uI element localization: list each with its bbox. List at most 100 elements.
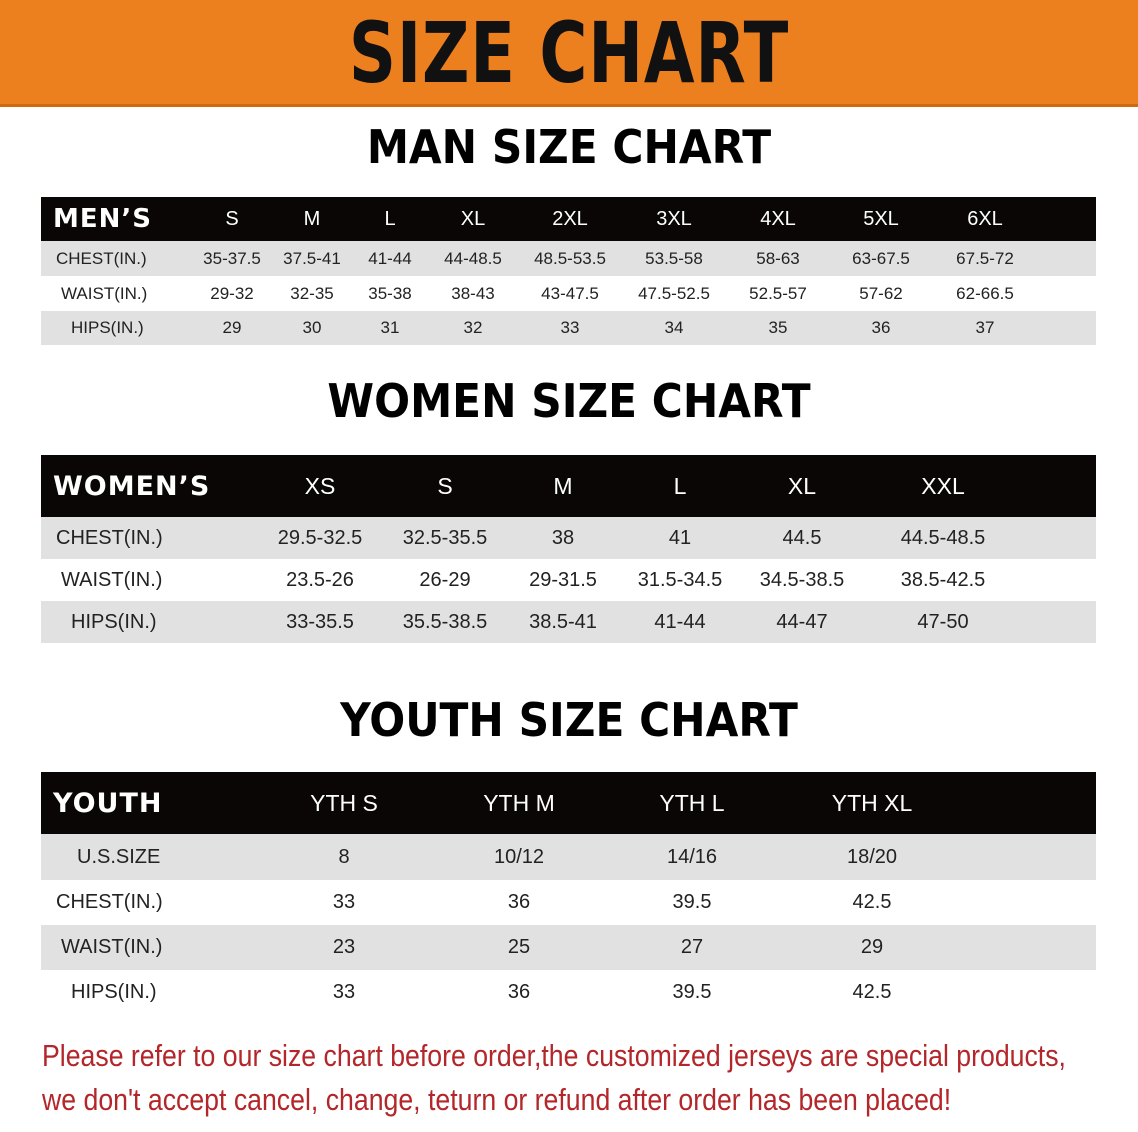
measurement-value: 35-38 [368, 283, 412, 303]
women-header-row: WOMEN’S XS S M L XL XXL [41, 455, 1096, 517]
youth-section-title: YOUTH SIZE CHART [340, 693, 798, 747]
measurement-label: HIPS(IN.) [71, 981, 157, 1003]
measurement-label: WAIST(IN.) [61, 936, 163, 958]
measurement-value: 44-48.5 [444, 248, 502, 268]
measurement-value: 33 [332, 891, 356, 913]
men-size-header: XL [460, 207, 486, 230]
measurement-label: CHEST(IN.) [56, 891, 163, 913]
women-section-title: WOMEN SIZE CHART [327, 374, 811, 428]
women-size-header: XS [304, 472, 336, 499]
men-section-title: MAN SIZE CHART [366, 120, 772, 174]
measurement-value: 37 [975, 318, 995, 337]
measurement-value: 44.5-48.5 [900, 526, 986, 549]
measurement-value: 38 [551, 526, 575, 549]
measurement-value: 32.5-35.5 [402, 526, 488, 549]
measurement-value: 47-50 [917, 610, 969, 633]
measurement-value: 37.5-41 [283, 248, 341, 268]
men-size-header: 4XL [760, 207, 796, 230]
measurement-value: 26-29 [419, 568, 471, 591]
measurement-value: 8 [338, 845, 350, 868]
measurement-label: CHEST(IN.) [56, 248, 147, 268]
banner-title: SIZE CHART [348, 4, 790, 102]
youth-table-row: HIPS(IN.) 33 36 39.5 42.5 [41, 970, 1096, 1015]
measurement-value: 38.5-42.5 [900, 568, 986, 591]
men-table-row: HIPS(IN.) 29 30 31 32 33 34 35 36 37 [41, 311, 1096, 345]
measurement-value: 35 [768, 318, 788, 337]
measurement-value: 43-47.5 [541, 283, 599, 303]
measurement-value: 23 [332, 936, 356, 958]
measurement-value: 18/20 [846, 845, 898, 868]
measurement-value: 63-67.5 [852, 248, 910, 268]
measurement-value: 57-62 [859, 283, 903, 303]
measurement-value: 35-37.5 [203, 248, 261, 268]
men-size-header: 3XL [656, 207, 692, 230]
youth-header-label: YOUTH [53, 787, 163, 819]
youth-size-header: YTH L [659, 789, 725, 816]
measurement-value: 48.5-53.5 [534, 248, 606, 268]
measurement-value: 36 [871, 318, 891, 337]
men-size-table: MEN’S S M L XL 2XL 3XL 4XL 5XL 6XL CHEST(IN.) 35-37… [41, 197, 1096, 345]
footer-notice-line-1: Please refer to our size chart before or… [42, 1038, 1066, 1073]
measurement-value: 44.5 [782, 526, 822, 549]
measurement-label: WAIST(IN.) [61, 283, 148, 303]
measurement-value: 29 [222, 318, 242, 337]
youth-table-row: U.S.SIZE 8 10/12 14/16 18/20 [41, 834, 1096, 880]
measurement-value: 41 [668, 526, 692, 549]
measurement-value: 41-44 [368, 248, 412, 268]
men-table-row: WAIST(IN.) 29-32 32-35 35-38 38-43 43-47.5 47.… [41, 276, 1096, 311]
women-size-header: XL [787, 472, 817, 499]
measurement-value: 36 [507, 891, 531, 913]
men-size-header: 2XL [552, 207, 588, 230]
measurement-value: 67.5-72 [956, 248, 1014, 268]
men-size-header: L [384, 207, 396, 230]
women-size-header: L [673, 472, 687, 499]
measurement-value: 27 [680, 936, 704, 958]
youth-size-header: YTH S [310, 789, 378, 816]
women-table-row: WAIST(IN.) 23.5-26 26-29 29-31.5 31.5-34.5 34… [41, 559, 1096, 601]
measurement-value: 33 [560, 318, 580, 337]
measurement-label: HIPS(IN.) [71, 610, 157, 633]
measurement-value: 39.5 [672, 981, 712, 1003]
men-header-row: MEN’S S M L XL 2XL 3XL 4XL 5XL 6XL [41, 197, 1096, 241]
measurement-value: 25 [507, 936, 531, 958]
measurement-label: U.S.SIZE [77, 845, 161, 868]
men-size-header: M [303, 207, 321, 230]
footer-notice-line-2: we don't accept cancel, change, teturn o… [42, 1082, 952, 1117]
women-header-label: WOMEN’S [53, 470, 211, 502]
measurement-value: 52.5-57 [749, 283, 807, 303]
measurement-value: 62-66.5 [956, 283, 1014, 303]
measurement-value: 36 [507, 981, 531, 1003]
youth-table-row: WAIST(IN.) 23 25 27 29 [41, 925, 1096, 970]
measurement-value: 14/16 [666, 845, 718, 868]
measurement-value: 53.5-58 [645, 248, 703, 268]
measurement-value: 34 [664, 318, 684, 337]
youth-size-header: YTH XL [831, 789, 913, 816]
women-size-table: WOMEN’S XS S M L XL XXL CHEST(IN.) 29.5-32.5 32.5… [41, 455, 1096, 643]
measurement-value: 29 [860, 936, 884, 958]
measurement-value: 29.5-32.5 [277, 526, 363, 549]
men-size-header: 5XL [863, 207, 899, 230]
youth-size-table: YOUTH YTH S YTH M YTH L YTH XL U.S.SIZE 8 10/12… [41, 772, 1096, 1015]
women-size-header: S [437, 472, 453, 499]
women-size-header: M [553, 472, 573, 499]
measurement-value: 33-35.5 [286, 610, 354, 633]
measurement-value: 10/12 [493, 845, 545, 868]
measurement-value: 29-32 [210, 283, 254, 303]
measurement-value: 44-47 [776, 610, 828, 633]
measurement-value: 39.5 [672, 891, 712, 913]
measurement-label: HIPS(IN.) [71, 318, 144, 337]
men-table-row: CHEST(IN.) 35-37.5 37.5-41 41-44 44-48.5 48.5… [41, 241, 1096, 276]
men-size-header: S [225, 207, 239, 230]
measurement-value: 38.5-41 [529, 610, 597, 633]
banner: SIZE CHART [0, 0, 1138, 107]
measurement-label: WAIST(IN.) [61, 568, 163, 591]
measurement-value: 30 [302, 318, 322, 337]
measurement-value: 35.5-38.5 [402, 610, 488, 633]
women-table-row: HIPS(IN.) 33-35.5 35.5-38.5 38.5-41 41-44 44-… [41, 601, 1096, 643]
measurement-value: 34.5-38.5 [759, 568, 845, 591]
youth-table-row: CHEST(IN.) 33 36 39.5 42.5 [41, 880, 1096, 925]
measurement-value: 38-43 [451, 283, 495, 303]
measurement-value: 31.5-34.5 [637, 568, 723, 591]
measurement-label: CHEST(IN.) [56, 526, 163, 549]
women-table-row: CHEST(IN.) 29.5-32.5 32.5-35.5 38 41 44.5 44.5… [41, 517, 1096, 559]
